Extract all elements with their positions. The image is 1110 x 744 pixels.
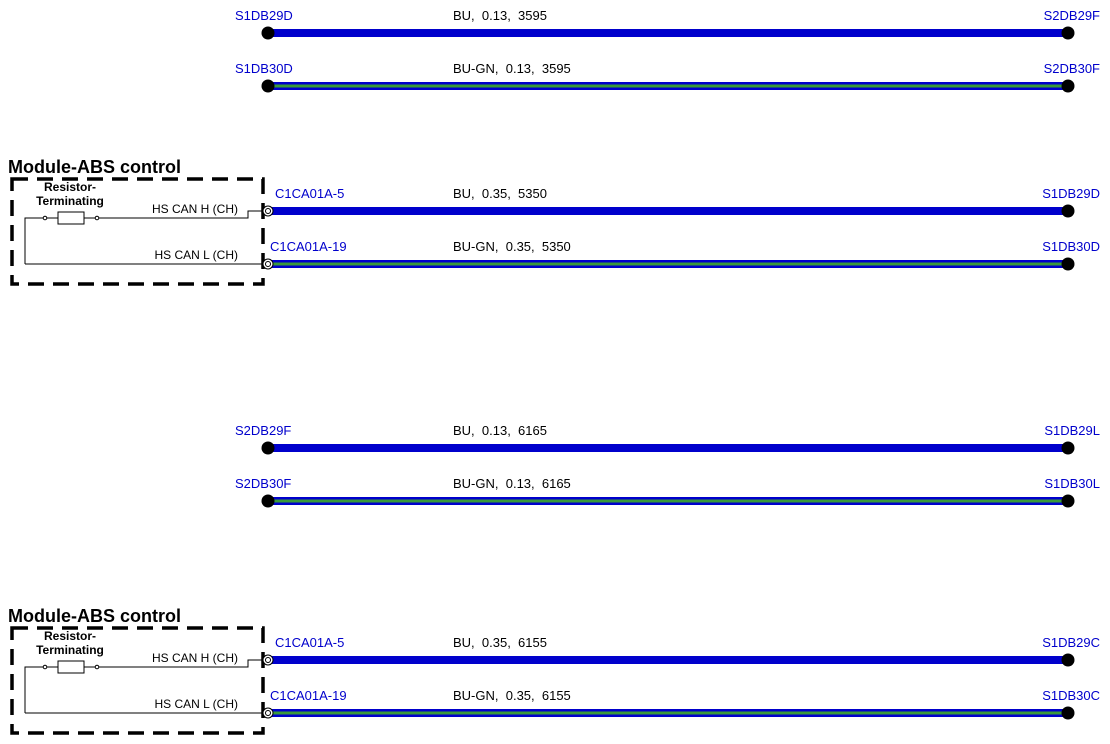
wire-to: S2DB30F <box>1044 61 1100 76</box>
wire-spec: BU, 0.13, 6165 <box>453 423 547 438</box>
wire-spec: BU, 0.35, 5350 <box>453 186 547 201</box>
wire-spec: BU-GN, 0.35, 5350 <box>453 239 571 254</box>
end-dot <box>261 494 275 508</box>
wire-from: S1DB29D <box>235 8 293 23</box>
pin-label: HS CAN L (CH) <box>154 248 238 262</box>
connector <box>265 208 271 214</box>
end-dot <box>1061 204 1075 218</box>
resistor <box>57 211 85 225</box>
end-dot <box>1061 494 1075 508</box>
end-dot <box>261 441 275 455</box>
wire-to: S1DB30D <box>1042 239 1100 254</box>
module-box <box>10 177 265 286</box>
end-dot <box>1061 706 1075 720</box>
wire-spec: BU-GN, 0.13, 6165 <box>453 476 571 491</box>
end-dot <box>1061 26 1075 40</box>
module-title: Module-ABS control <box>8 606 181 626</box>
wire-from: S1DB30D <box>235 61 293 76</box>
end-dot <box>1061 441 1075 455</box>
pin-label: HS CAN H (CH) <box>152 202 238 216</box>
wire-from: C1CA01A-19 <box>270 688 347 703</box>
resistor-label: Resistor- <box>44 629 96 643</box>
terminal <box>94 215 100 221</box>
resistor-label: Terminating <box>36 194 104 208</box>
end-dot <box>261 79 275 93</box>
terminal <box>94 664 100 670</box>
wire-from: C1CA01A-19 <box>270 239 347 254</box>
end-dot <box>1061 79 1075 93</box>
wire-spec: BU, 0.13, 3595 <box>453 8 547 23</box>
end-dot <box>1061 653 1075 667</box>
end-dot <box>261 26 275 40</box>
wire-from: S2DB29F <box>235 423 291 438</box>
wire-from: C1CA01A-5 <box>275 186 344 201</box>
end-dot <box>1061 257 1075 271</box>
wire-spec: BU-GN, 0.35, 6155 <box>453 688 571 703</box>
connector <box>265 710 271 716</box>
wire-to: S2DB29F <box>1044 8 1100 23</box>
wire-to: S1DB29C <box>1042 635 1100 650</box>
wire-to: S1DB30C <box>1042 688 1100 703</box>
wire-from: S2DB30F <box>235 476 291 491</box>
wire-to: S1DB30L <box>1044 476 1100 491</box>
module-title: Module-ABS control <box>8 157 181 177</box>
resistor-label: Resistor- <box>44 180 96 194</box>
wire-to: S1DB29L <box>1044 423 1100 438</box>
wire-spec: BU-GN, 0.13, 3595 <box>453 61 571 76</box>
wire-to: S1DB29D <box>1042 186 1100 201</box>
module-box <box>10 626 265 735</box>
terminal <box>42 664 48 670</box>
terminal <box>42 215 48 221</box>
resistor <box>57 660 85 674</box>
wire-from: C1CA01A-5 <box>275 635 344 650</box>
resistor-label: Terminating <box>36 643 104 657</box>
pin-label: HS CAN H (CH) <box>152 651 238 665</box>
wire-spec: BU, 0.35, 6155 <box>453 635 547 650</box>
pin-label: HS CAN L (CH) <box>154 697 238 711</box>
connector <box>265 261 271 267</box>
connector <box>265 657 271 663</box>
